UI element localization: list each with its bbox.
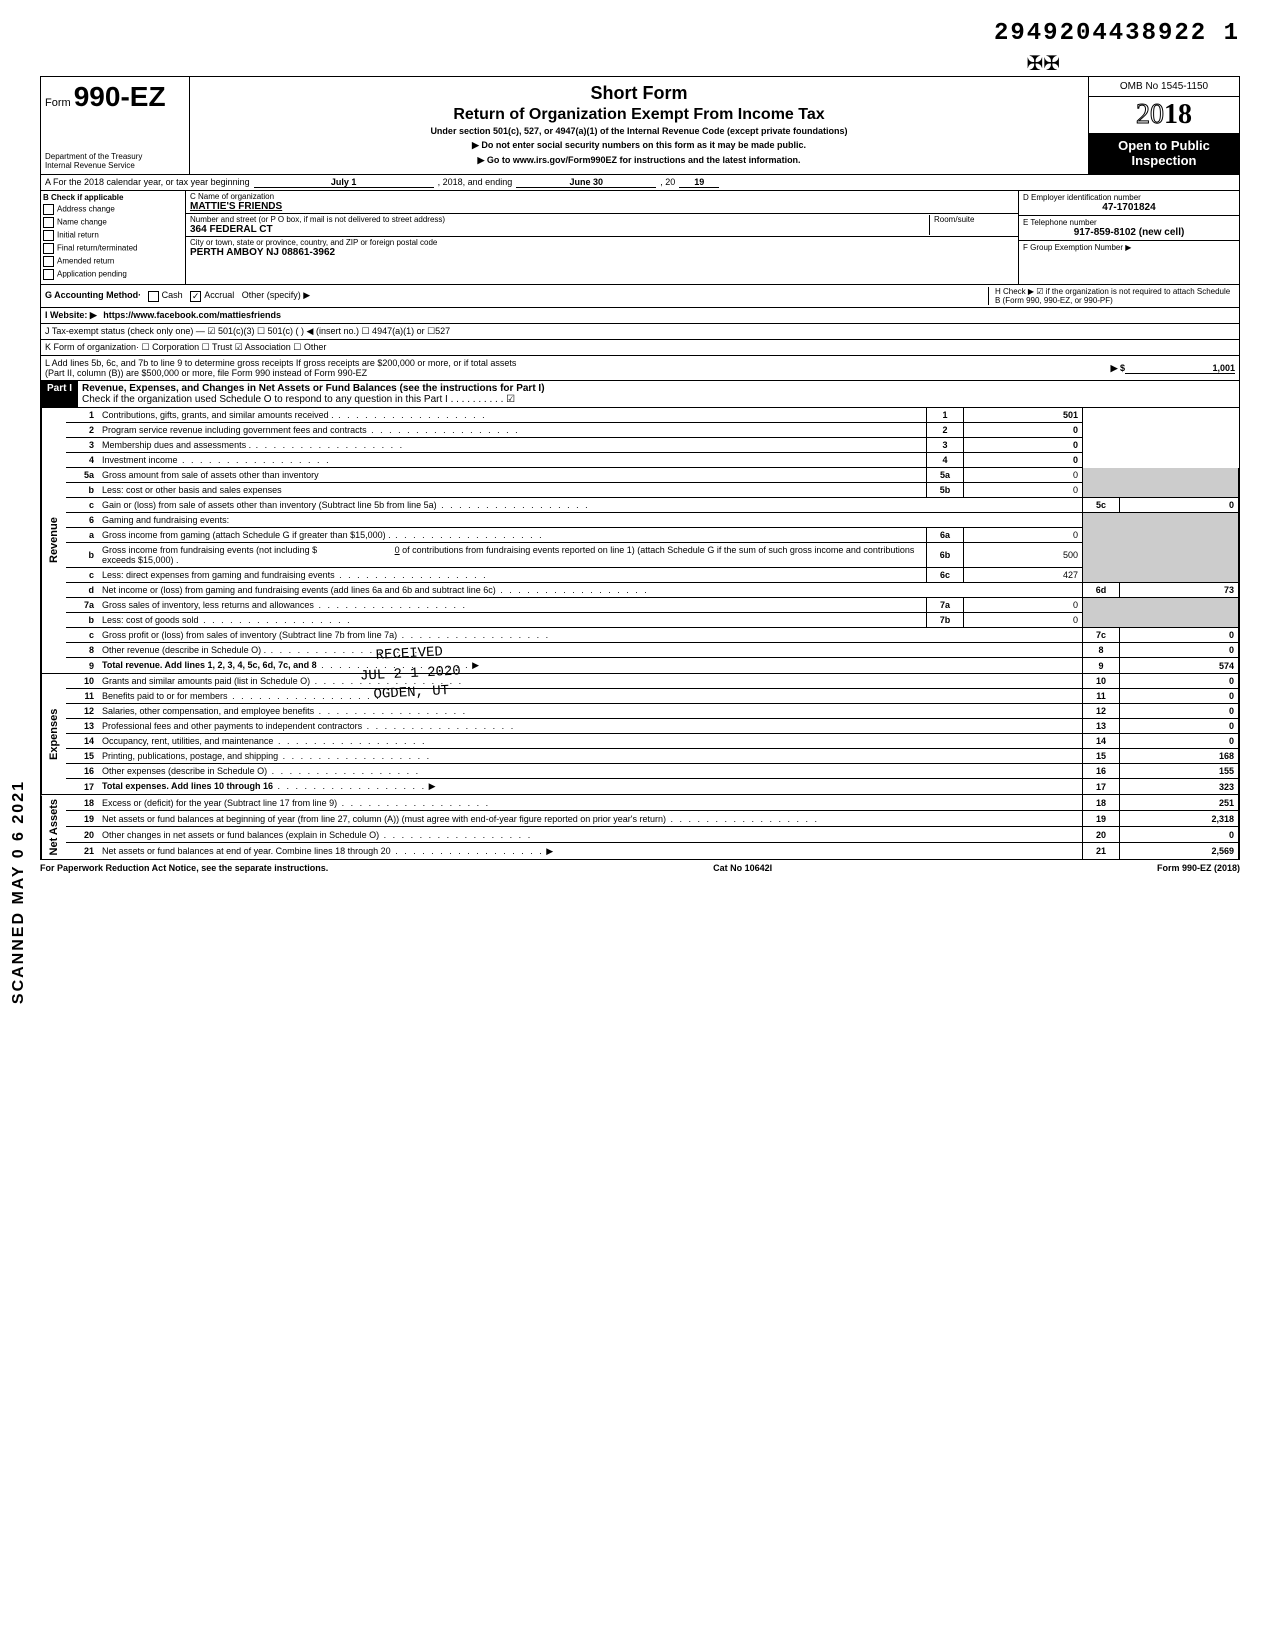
instruction-url: ▶ Go to www.irs.gov/Form990EZ for instru… [198,155,1080,166]
checkbox-initial-return[interactable] [43,230,54,241]
part-i-label: Part I [41,381,78,407]
expenses-table: 10Grants and similar amounts paid (list … [66,674,1239,794]
checkbox-name-change[interactable] [43,217,54,228]
row-j: J Tax-exempt status (check only one) — ☑… [45,326,989,337]
part-i-check: Check if the organization used Schedule … [82,394,1235,405]
open-to-public: Open to Public Inspection [1089,134,1239,174]
scanned-stamp: SCANNED MAY 0 6 2021 [10,780,28,1004]
label-city: City or town, state or province, country… [190,238,1014,247]
checkbox-accrual[interactable]: ✓ [190,291,201,302]
form-id: Form 990-EZ [45,81,185,113]
row-l-line2: (Part II, column (B)) are $500,000 or mo… [45,368,1065,378]
side-net-assets: Net Assets [41,795,66,859]
label-phone: E Telephone number [1023,218,1235,227]
title-short-form: Short Form [198,83,1080,104]
website: https://www.facebook.com/mattiesfriends [103,310,281,320]
dln-number: 2949204438922 1 [40,20,1240,47]
checkbox-amended[interactable] [43,256,54,267]
label-ein: D Employer identification number [1023,193,1235,202]
footer-left: For Paperwork Reduction Act Notice, see … [40,863,328,873]
omb-number: OMB No 1545-1150 [1089,77,1239,97]
phone: 917-859-8102 (new cell) [1023,227,1235,238]
row-l-arrow: ▶ $ [1065,363,1125,374]
footer-mid: Cat No 10642I [713,863,772,873]
row-a-tax-year: A For the 2018 calendar year, or tax yea… [40,175,1240,191]
instruction-ssn: ▶ Do not enter social security numbers o… [198,140,1080,151]
title-return: Return of Organization Exempt From Incom… [198,106,1080,124]
col-b-checkboxes: B Check if applicable Address change Nam… [41,191,186,284]
org-name: MATTIE'S FRIENDS [190,201,1014,212]
subtitle: Under section 501(c), 527, or 4947(a)(1)… [198,126,1080,136]
handwritten-initials: ✠✠ [40,51,1240,76]
row-l-value: 1,001 [1125,363,1235,374]
row-i-label: I Website: ▶ [45,310,97,320]
checkbox-cash[interactable] [148,291,159,302]
label-room: Room/suite [929,215,1014,235]
row-g-label: G Accounting Method· [45,290,141,300]
revenue-table: 1Contributions, gifts, grants, and simil… [66,408,1239,673]
street-address: 364 FEDERAL CT [190,224,929,235]
part-i-title: Revenue, Expenses, and Changes in Net As… [82,383,1235,394]
row-h: H Check ▶ ☑ if the organization is not r… [988,287,1235,305]
dept-treasury: Department of the Treasury Internal Reve… [45,152,185,170]
ein: 47-1701824 [1023,202,1235,213]
tax-year: 2018 [1089,97,1239,134]
checkbox-final-return[interactable] [43,243,54,254]
checkbox-pending[interactable] [43,269,54,280]
footer-right: Form 990-EZ (2018) [1157,863,1240,873]
row-k: K Form of organization· ☐ Corporation ☐ … [40,340,1240,356]
label-group-exemption: F Group Exemption Number ▶ [1023,243,1235,252]
label-org-name: C Name of organization [190,192,1014,201]
checkbox-address-change[interactable] [43,204,54,215]
form-header: Form 990-EZ Department of the Treasury I… [40,76,1240,175]
row-l-line1: L Add lines 5b, 6c, and 7b to line 9 to … [45,358,1065,368]
net-assets-table: 18Excess or (deficit) for the year (Subt… [66,795,1239,859]
side-expenses: Expenses [41,674,66,794]
side-revenue: Revenue [41,408,66,673]
label-street: Number and street (or P O box, if mail i… [190,215,929,224]
city-state-zip: PERTH AMBOY NJ 08861-3962 [190,247,1014,258]
